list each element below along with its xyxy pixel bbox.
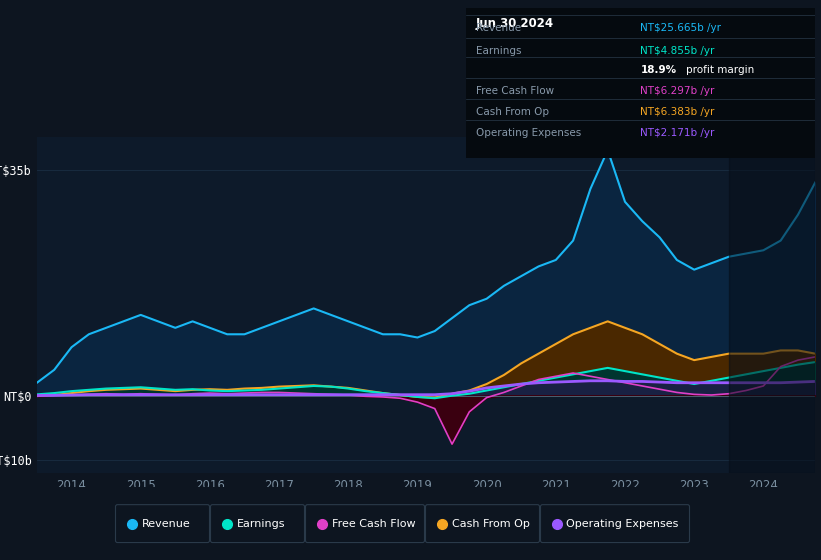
Text: Operating Expenses: Operating Expenses xyxy=(566,519,679,529)
Text: Jun 30 2024: Jun 30 2024 xyxy=(476,17,554,30)
Text: NT$25.665b /yr: NT$25.665b /yr xyxy=(640,23,722,33)
Text: Revenue: Revenue xyxy=(141,519,190,529)
Text: Operating Expenses: Operating Expenses xyxy=(476,128,581,138)
Text: 18.9%: 18.9% xyxy=(640,65,677,75)
Bar xyxy=(729,137,815,473)
Text: NT$6.383b /yr: NT$6.383b /yr xyxy=(640,107,715,117)
Text: Free Cash Flow: Free Cash Flow xyxy=(476,86,554,96)
Text: Cash From Op: Cash From Op xyxy=(452,519,530,529)
Text: NT$2.171b /yr: NT$2.171b /yr xyxy=(640,128,715,138)
Text: NT$6.297b /yr: NT$6.297b /yr xyxy=(640,86,715,96)
Text: Free Cash Flow: Free Cash Flow xyxy=(332,519,415,529)
Text: Revenue: Revenue xyxy=(476,23,521,33)
Text: Cash From Op: Cash From Op xyxy=(476,107,549,117)
Text: profit margin: profit margin xyxy=(686,65,754,75)
Text: Earnings: Earnings xyxy=(236,519,285,529)
Text: Earnings: Earnings xyxy=(476,45,521,55)
Text: NT$4.855b /yr: NT$4.855b /yr xyxy=(640,45,715,55)
